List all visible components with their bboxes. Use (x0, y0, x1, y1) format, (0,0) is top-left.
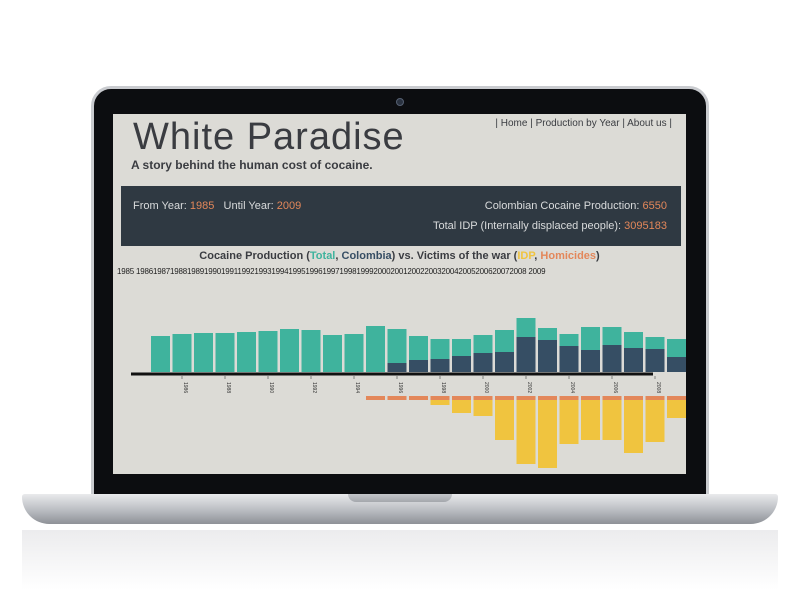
bar-colombia-1996 (387, 363, 407, 372)
idp-value: 3095183 (624, 220, 667, 232)
bar-homicides-1996 (387, 396, 407, 400)
chart-title-sep1: , (335, 250, 342, 262)
bar-homicides-2006 (602, 396, 622, 400)
from-year-label: From Year: (133, 200, 187, 212)
screen: White Paradise A story behind the human … (113, 114, 686, 474)
camera-icon (396, 98, 404, 106)
nav-home-link[interactable]: | Home | (495, 118, 533, 129)
bar-idp-2008 (645, 400, 665, 442)
legend-total: Total (309, 250, 336, 262)
filter-panel: From Year: 1985 Until Year: 2009 Colombi… (121, 186, 681, 246)
tick-label-2008: 2008 (655, 382, 661, 393)
from-year-value[interactable]: 1985 (189, 200, 215, 212)
bar-colombia-2006 (602, 345, 622, 372)
bar-colombia-2001 (495, 352, 514, 372)
bar-idp-2009 (667, 400, 686, 418)
bar-homicides-2009 (667, 396, 686, 400)
tick-label-1998: 1998 (440, 382, 446, 393)
bar-colombia-2002 (516, 337, 536, 372)
bar-idp-2007 (624, 400, 643, 453)
tick-label-2000: 2000 (483, 382, 489, 393)
bar-colombia-2000 (473, 353, 493, 372)
legend-homicides: Homicides (540, 250, 597, 262)
bar-idp-2003 (538, 400, 557, 468)
bar-colombia-2008 (645, 349, 665, 372)
bar-colombia-2004 (559, 346, 579, 372)
laptop-reflection (22, 530, 778, 590)
bar-idp-1999 (452, 400, 471, 413)
bar-homicides-1997 (409, 396, 428, 400)
nav-production-link[interactable]: Production by Year (535, 118, 620, 129)
year-list[interactable]: 1985 19861987198819891990199119921993199… (117, 267, 546, 276)
bar-total-1992 (301, 330, 321, 372)
legend-idp: IDP (517, 250, 535, 262)
until-year-value[interactable]: 2009 (276, 200, 302, 212)
bar-colombia-2009 (667, 357, 686, 372)
bar-homicides-1999 (452, 396, 471, 400)
bar-total-1987 (194, 333, 213, 372)
bar-homicides-2008 (645, 396, 665, 400)
chart-title-suffix: ) (596, 250, 600, 262)
bar-total-1993 (323, 335, 342, 372)
bar-homicides-1998 (430, 396, 450, 400)
bar-idp-2000 (473, 400, 493, 416)
bar-homicides-2002 (516, 396, 536, 400)
bar-total-1995 (366, 326, 385, 372)
tick-label-1992: 1992 (311, 382, 317, 393)
tick-label-1994: 1994 (354, 382, 360, 393)
tick-label-2006: 2006 (612, 382, 618, 393)
bar-homicides-2004 (559, 396, 579, 400)
bar-colombia-1999 (452, 356, 471, 372)
tick-label-1986: 1986 (182, 382, 188, 393)
top-nav: | Home | Production by Year | About us | (495, 118, 672, 129)
bar-homicides-2007 (624, 396, 643, 400)
bar-colombia-2005 (581, 350, 600, 372)
production-victims-chart: 1986 1988 1990 1992 1994 1996 1998 2000 2002 2004… (131, 318, 686, 468)
legend-colombia: Colombia (341, 250, 392, 262)
tick-label-2002: 2002 (526, 382, 532, 393)
bar-total-1986 (172, 334, 192, 372)
idp-total: Total IDP (Internally displaced people):… (433, 220, 667, 232)
bar-homicides-2003 (538, 396, 557, 400)
bar-idp-2004 (559, 400, 579, 444)
bar-colombia-1998 (430, 359, 450, 372)
idp-label: Total IDP (Internally displaced people): (432, 220, 622, 232)
bar-total-1994 (344, 334, 364, 372)
tick-label-2004: 2004 (569, 382, 575, 393)
tick-label-1996: 1996 (397, 382, 403, 393)
nav-about-link[interactable]: | About us | (622, 118, 672, 129)
bar-homicides-1995 (366, 396, 385, 400)
bar-idp-2002 (516, 400, 536, 464)
bar-colombia-2007 (624, 348, 643, 372)
bar-total-1985 (151, 336, 170, 372)
bar-total-1988 (215, 333, 235, 372)
bar-total-1989 (237, 332, 256, 372)
bar-total-1996 (387, 329, 407, 372)
tick-label-1988: 1988 (225, 382, 231, 393)
tick-label-1990: 1990 (268, 382, 274, 393)
production-label: Colombian Cocaine Production: (484, 200, 640, 212)
bar-homicides-2001 (495, 396, 514, 400)
page-subtitle: A story behind the human cost of cocaine… (131, 158, 373, 172)
chart-title: Cocaine Production (Total, Colombia) vs.… (113, 250, 686, 262)
bar-idp-1998 (430, 400, 450, 405)
bar-colombia-2003 (538, 340, 557, 372)
bar-idp-2005 (581, 400, 600, 440)
bar-homicides-2000 (473, 396, 493, 400)
production-value: 6550 (642, 200, 667, 212)
bar-homicides-2005 (581, 396, 600, 400)
bar-colombia-1997 (409, 360, 428, 372)
bar-idp-2001 (495, 400, 514, 440)
bar-idp-2006 (602, 400, 622, 440)
bar-total-1991 (280, 329, 299, 372)
year-range: From Year: 1985 Until Year: 2009 (133, 200, 301, 212)
page-title: White Paradise (133, 116, 405, 158)
bar-total-1990 (258, 331, 278, 372)
chart-title-sep2: , (534, 250, 541, 262)
until-year-label: Until Year: (223, 200, 274, 212)
laptop-notch (348, 494, 452, 502)
chart-title-prefix: Cocaine Production ( (199, 250, 310, 262)
production-total: Colombian Cocaine Production: 6550 (485, 200, 667, 212)
chart-title-middle: ) vs. Victims of the war ( (391, 250, 518, 262)
